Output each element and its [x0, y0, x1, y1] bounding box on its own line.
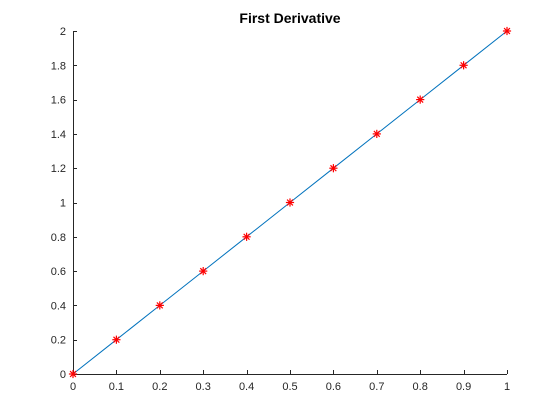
- y-axis-ticks: 0 0.2 0.4 0.6 0.8 1 1.2 1.4 1.6 1.8 2: [51, 26, 77, 381]
- y-tick-label: 0.2: [51, 335, 66, 347]
- data-point-marker: [459, 61, 468, 70]
- x-tick-label: 0.7: [369, 381, 384, 393]
- data-point-marker: [285, 198, 295, 207]
- y-tick-label: 0.8: [51, 232, 66, 244]
- y-tick-label: 1.8: [51, 60, 66, 72]
- y-tick-label: 1.6: [51, 95, 66, 107]
- x-tick-label: 0.9: [456, 381, 471, 393]
- data-point-marker: [416, 95, 425, 104]
- x-tick-label: 0.6: [326, 381, 341, 393]
- y-tick-label: 0: [60, 369, 66, 381]
- x-tick-label: 1: [504, 381, 510, 393]
- x-tick-label: 0.2: [152, 381, 167, 393]
- y-tick-label: 1: [60, 198, 66, 210]
- y-tick-label: 1.4: [51, 129, 66, 141]
- data-point-marker: [242, 232, 251, 241]
- x-axis-ticks: 0 0.1 0.2 0.3 0.4 0.5 0.6 0.7 0.8 0.9 1: [70, 370, 510, 393]
- y-tick-label: 2: [60, 26, 66, 38]
- x-tick-label: 0: [70, 381, 76, 393]
- data-point-marker: [199, 267, 208, 276]
- x-tick-label: 0.4: [239, 381, 254, 393]
- plot-area: 0 0.1 0.2 0.3 0.4 0.5 0.6 0.7 0.8 0.9 1 0 0.2 0.4 0.6…: [51, 26, 512, 393]
- data-point-marker: [329, 164, 338, 173]
- data-point-marker: [502, 26, 512, 36]
- data-point-marker: [112, 335, 121, 344]
- data-point-marker: [372, 129, 381, 138]
- series-layer: [68, 26, 512, 379]
- y-tick-label: 0.6: [51, 266, 66, 278]
- data-point-marker: [155, 301, 164, 310]
- y-tick-label: 1.2: [51, 163, 66, 175]
- x-tick-label: 0.1: [109, 381, 124, 393]
- data-point-marker: [68, 369, 78, 379]
- x-tick-label: 0.3: [196, 381, 211, 393]
- x-tick-label: 0.8: [413, 381, 428, 393]
- y-tick-label: 0.4: [51, 300, 66, 312]
- x-tick-label: 0.5: [282, 381, 297, 393]
- chart-title: First Derivative: [239, 10, 340, 26]
